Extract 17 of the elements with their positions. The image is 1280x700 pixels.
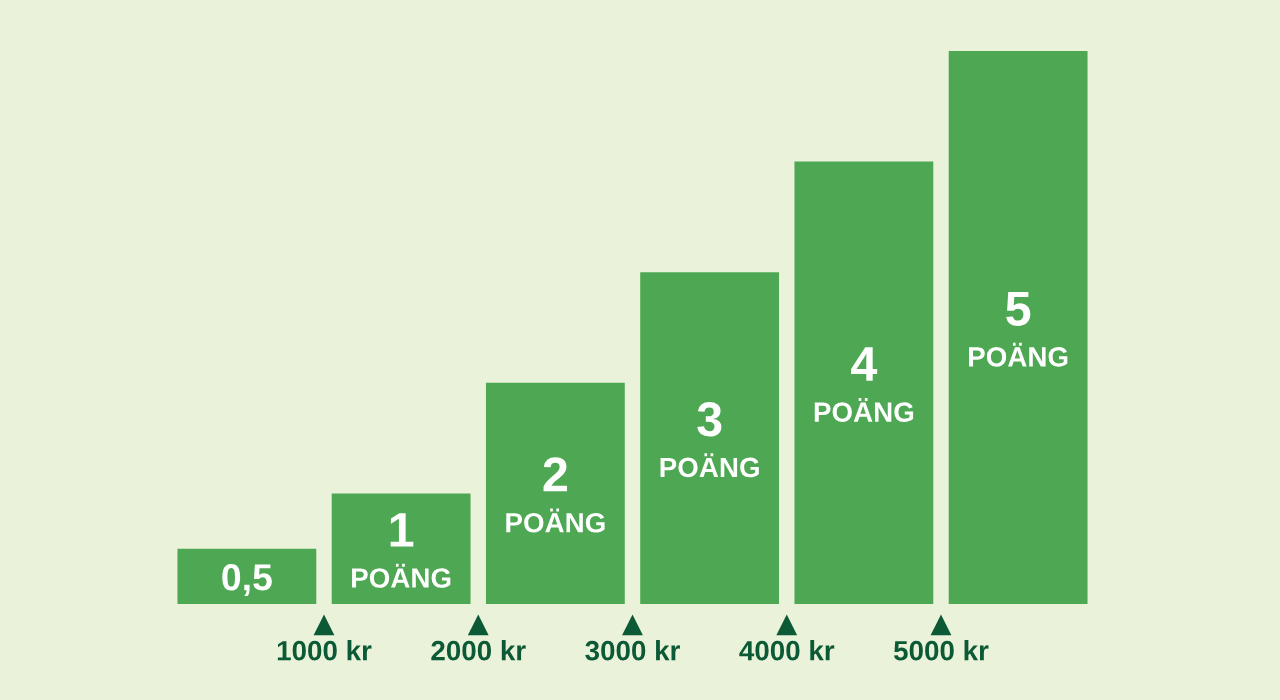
bar — [794, 161, 934, 604]
bar — [640, 272, 780, 604]
data-label: 2 POÄNG — [506, 457, 605, 533]
bar — [331, 493, 471, 604]
data-label: 3 POÄNG — [660, 402, 759, 478]
data-label: 1 POÄNG — [352, 513, 451, 588]
data-label: 5 POÄNG — [969, 291, 1068, 367]
x-tick-label: 4000 kr — [739, 640, 835, 661]
data-label: 4 POÄNG — [814, 347, 914, 422]
data-label: 0,5 — [222, 564, 272, 597]
x-tick-label: 2000 kr — [431, 640, 526, 661]
bar — [177, 548, 317, 604]
x-tick-label: 3000 kr — [585, 640, 680, 661]
bar — [948, 51, 1088, 604]
bar — [485, 382, 625, 604]
x-tick-label: 5000 kr — [893, 640, 989, 661]
x-tick-label: 1000 kr — [277, 640, 372, 661]
